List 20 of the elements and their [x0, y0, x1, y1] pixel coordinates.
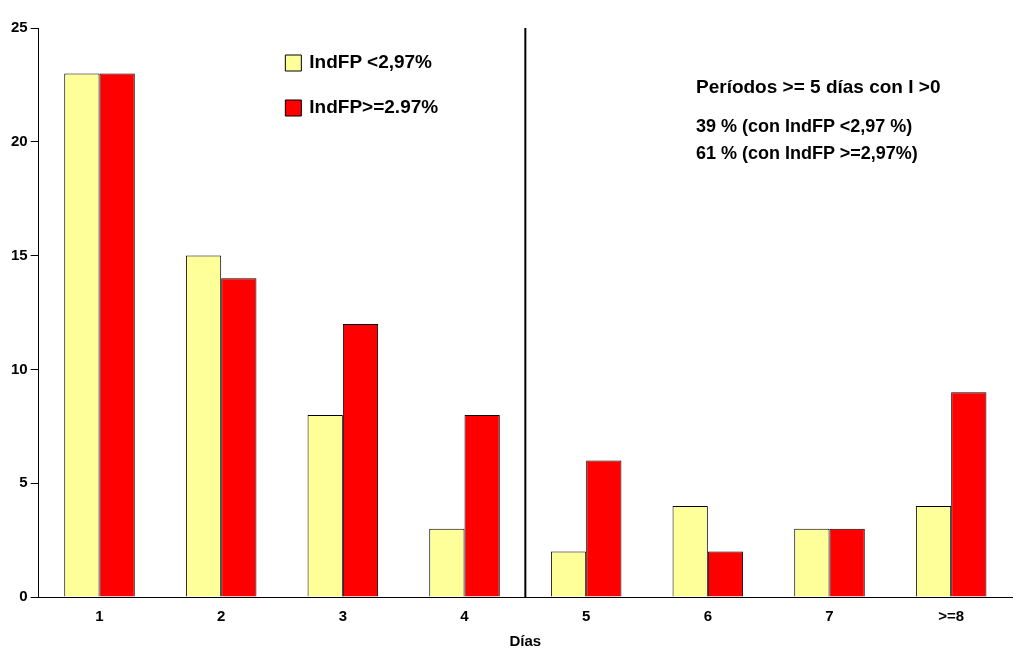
y-tick-label: 15 — [11, 245, 28, 263]
legend-label: IndFP <2,97% — [309, 51, 433, 73]
annotation: 39 % (con IndFP <2,97 %) — [696, 115, 913, 136]
y-tick-label: 5 — [19, 473, 28, 491]
y-tick-label: 0 — [19, 587, 28, 605]
annotation: Períodos >= 5 días con I >0 — [696, 76, 941, 98]
y-tick-label: 20 — [11, 131, 28, 149]
legend-label: IndFP>=2.97% — [309, 96, 439, 118]
x-tick-label: 1 — [95, 607, 104, 625]
x-tick-label: 6 — [703, 607, 713, 625]
x-tick-label: 4 — [460, 607, 470, 625]
x-tick-label: >=8 — [938, 607, 965, 625]
x-tick-label: 2 — [217, 607, 226, 625]
x-tick-label: 7 — [825, 607, 834, 625]
y-tick-label: 25 — [11, 18, 28, 36]
x-axis-title: Días — [509, 632, 542, 650]
y-tick-label: 10 — [11, 359, 28, 377]
x-tick-label: 3 — [338, 607, 348, 625]
annotation: 61 % (con IndFP >=2,97%) — [696, 142, 918, 163]
x-tick-label: 5 — [582, 607, 591, 625]
